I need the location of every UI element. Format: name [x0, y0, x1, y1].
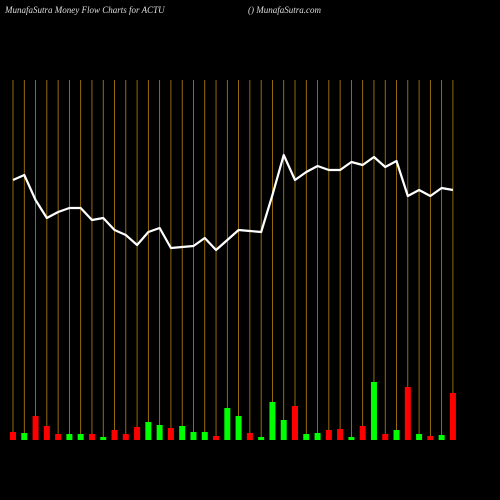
bar — [370, 382, 377, 440]
bar — [201, 432, 208, 440]
bar — [246, 433, 253, 440]
bar — [359, 426, 366, 440]
bar — [156, 425, 163, 440]
bar — [134, 427, 141, 440]
bar — [179, 426, 186, 440]
bar — [111, 430, 118, 440]
bar — [325, 430, 332, 440]
bar — [258, 437, 265, 440]
bar — [382, 434, 389, 440]
bar — [88, 434, 95, 440]
bar — [269, 402, 276, 440]
bar — [66, 434, 73, 440]
bar — [393, 430, 400, 440]
bar — [21, 433, 28, 440]
bar — [77, 434, 84, 440]
bar — [348, 437, 355, 440]
bar — [32, 416, 39, 440]
bar — [224, 408, 231, 440]
bar — [303, 434, 310, 440]
bar — [122, 434, 129, 440]
bar — [145, 422, 152, 440]
bar — [43, 426, 50, 440]
bar — [438, 435, 445, 440]
bar — [213, 436, 220, 440]
chart-title: MunafaSutra Money Flow Charts for ACTU — [4, 5, 165, 15]
bar — [449, 393, 456, 440]
money-flow-line — [12, 153, 454, 252]
chart-subtitle: () MunafaSutra.com — [248, 5, 321, 15]
bar — [190, 432, 197, 440]
bar — [427, 436, 434, 440]
bar — [167, 428, 174, 440]
bar — [404, 387, 411, 440]
bar — [55, 434, 62, 440]
bar — [10, 432, 16, 440]
bar — [416, 434, 423, 440]
bar — [337, 429, 344, 440]
bar — [100, 437, 107, 440]
bar — [280, 420, 287, 440]
bar — [235, 416, 242, 440]
bar — [314, 433, 321, 440]
bar — [292, 406, 298, 440]
